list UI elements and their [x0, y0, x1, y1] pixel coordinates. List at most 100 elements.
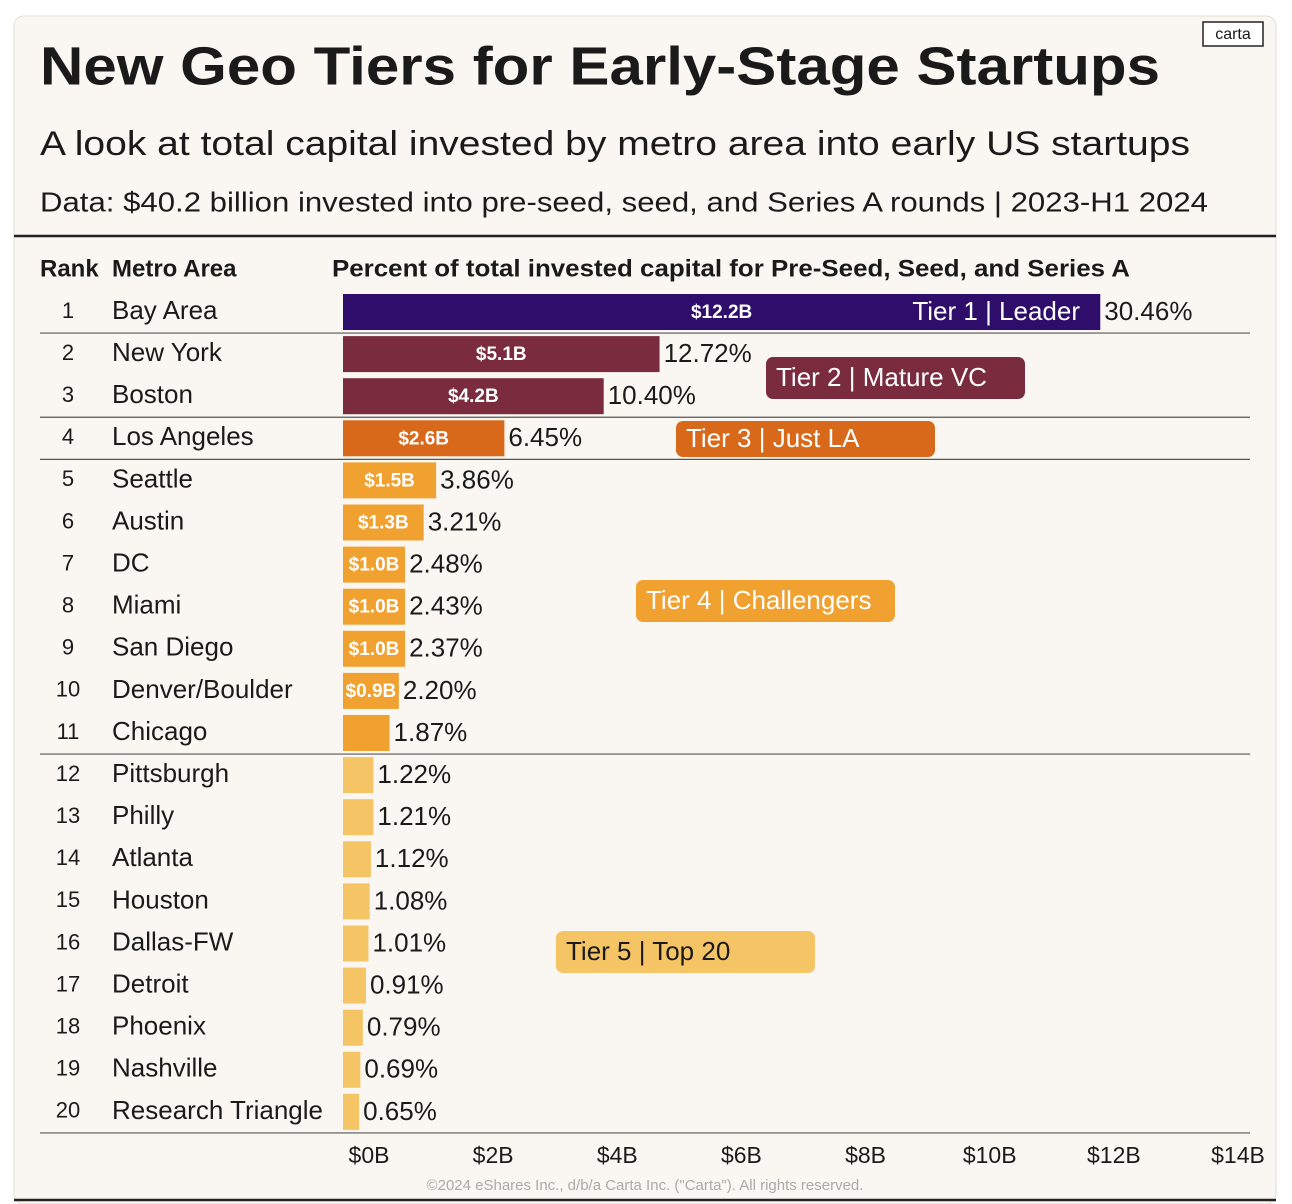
x-tick-label: $10B: [963, 1142, 1017, 1168]
share-label: 2.43%: [409, 591, 483, 621]
share-label: 2.20%: [403, 675, 477, 705]
value-label: $4.2B: [448, 386, 499, 407]
rank: 6: [62, 508, 74, 533]
bar: [343, 420, 505, 457]
x-tick-label: $14B: [1211, 1142, 1265, 1168]
share-label: 1.21%: [377, 801, 451, 831]
column-header: Rank: [40, 255, 99, 282]
rank: 14: [56, 845, 80, 870]
bar: [343, 757, 374, 794]
rank: 7: [62, 550, 74, 575]
y-tick-label: Chicago: [112, 716, 207, 746]
value-label: $12.2B: [691, 302, 752, 323]
bar: [343, 504, 424, 541]
y-tick-label: Pittsburgh: [112, 758, 229, 788]
rank: 12: [56, 761, 80, 786]
y-tick-label: Boston: [112, 379, 193, 409]
footer: ©2024 eShares Inc., d/b/a Carta Inc. ("C…: [427, 1177, 864, 1194]
legend-box: [556, 931, 815, 973]
share-label: 2.48%: [409, 548, 483, 578]
x-tick-label: $12B: [1087, 1142, 1141, 1168]
rank: 17: [56, 971, 80, 996]
x-tick-label: $0B: [349, 1142, 390, 1168]
logo-box: [1202, 21, 1264, 47]
share-label: 6.45%: [508, 422, 582, 452]
legend-entry: Tier 4 | Challengers: [646, 585, 871, 615]
value-label: $0.9B: [346, 681, 397, 702]
legend-box: [676, 421, 935, 457]
share-label: 0.79%: [367, 1012, 441, 1042]
bar: [343, 1051, 361, 1088]
share-label: 3.86%: [440, 464, 514, 494]
share-label: 1.87%: [394, 717, 468, 747]
share-label: 0.65%: [363, 1096, 437, 1126]
y-tick-label: New York: [112, 337, 223, 367]
legend-box: [636, 580, 895, 622]
rank: 10: [56, 677, 80, 702]
rank: 8: [62, 593, 74, 618]
rank: 13: [56, 803, 80, 828]
y-tick-label: Houston: [112, 884, 209, 914]
y-tick-label: Nashville: [112, 1053, 218, 1083]
bar: [343, 799, 374, 836]
data-note: Data: $40.2 billion invested into pre-se…: [40, 186, 1208, 217]
bar: [343, 546, 406, 583]
bar: [343, 378, 604, 415]
share-label: 0.91%: [370, 969, 444, 999]
rank: 18: [56, 1014, 80, 1039]
y-tick-label: DC: [112, 547, 150, 577]
bar: [343, 588, 406, 625]
rank: 11: [57, 719, 80, 744]
value-label: $1.5B: [364, 470, 415, 491]
share-label: 30.46%: [1104, 296, 1192, 326]
bar: [343, 883, 370, 920]
y-tick-label: Los Angeles: [112, 421, 254, 451]
y-tick-label: Denver/Boulder: [112, 674, 293, 704]
y-tick-label: Detroit: [112, 968, 189, 998]
bar: [343, 336, 660, 373]
y-tick-label: Atlanta: [112, 842, 193, 872]
bar: [343, 1009, 363, 1046]
bar: [343, 462, 437, 499]
y-tick-label: Seattle: [112, 463, 193, 493]
share-label: 2.37%: [409, 633, 483, 663]
share-label: 12.72%: [664, 338, 752, 368]
share-label: 0.69%: [364, 1054, 438, 1084]
value-label: $2.6B: [398, 428, 449, 449]
share-label: 1.08%: [374, 885, 448, 915]
bar: [343, 294, 1101, 330]
rank: 4: [62, 424, 74, 449]
x-tick-label: $2B: [473, 1142, 514, 1168]
column-header: Metro Area: [112, 255, 237, 282]
rank: 15: [56, 887, 80, 912]
rank: 2: [62, 340, 74, 365]
bar: [343, 715, 390, 751]
y-tick-label: Austin: [112, 505, 184, 535]
y-tick-label: San Diego: [112, 632, 233, 662]
rank: 3: [62, 382, 74, 407]
value-label: $1.0B: [349, 555, 400, 576]
bar: [343, 841, 371, 878]
rank: 1: [62, 298, 74, 323]
share-label: 1.12%: [375, 843, 449, 873]
y-tick-label: Dallas-FW: [112, 926, 234, 956]
x-tick-label: $6B: [721, 1142, 762, 1168]
bar: [343, 672, 399, 709]
share-label: 1.01%: [372, 927, 446, 957]
share-label: 3.21%: [428, 506, 502, 536]
value-label: $1.0B: [349, 639, 400, 660]
y-tick-label: Research Triangle: [112, 1095, 323, 1125]
legend-entry: Tier 2 | Mature VC: [776, 362, 987, 392]
subtitle: A look at total capital invested by metr…: [40, 125, 1190, 163]
y-tick-label: Phoenix: [112, 1011, 206, 1041]
rank: 16: [56, 929, 80, 954]
value-label: $5.1B: [476, 344, 527, 365]
y-tick-label: Bay Area: [112, 295, 218, 325]
legend-entry: Tier 5 | Top 20: [566, 936, 730, 966]
y-tick-label: Miami: [112, 590, 181, 620]
rank: 9: [62, 635, 74, 660]
legend-entry: Tier 1 | Leader: [912, 296, 1080, 326]
rank: 19: [56, 1056, 80, 1081]
